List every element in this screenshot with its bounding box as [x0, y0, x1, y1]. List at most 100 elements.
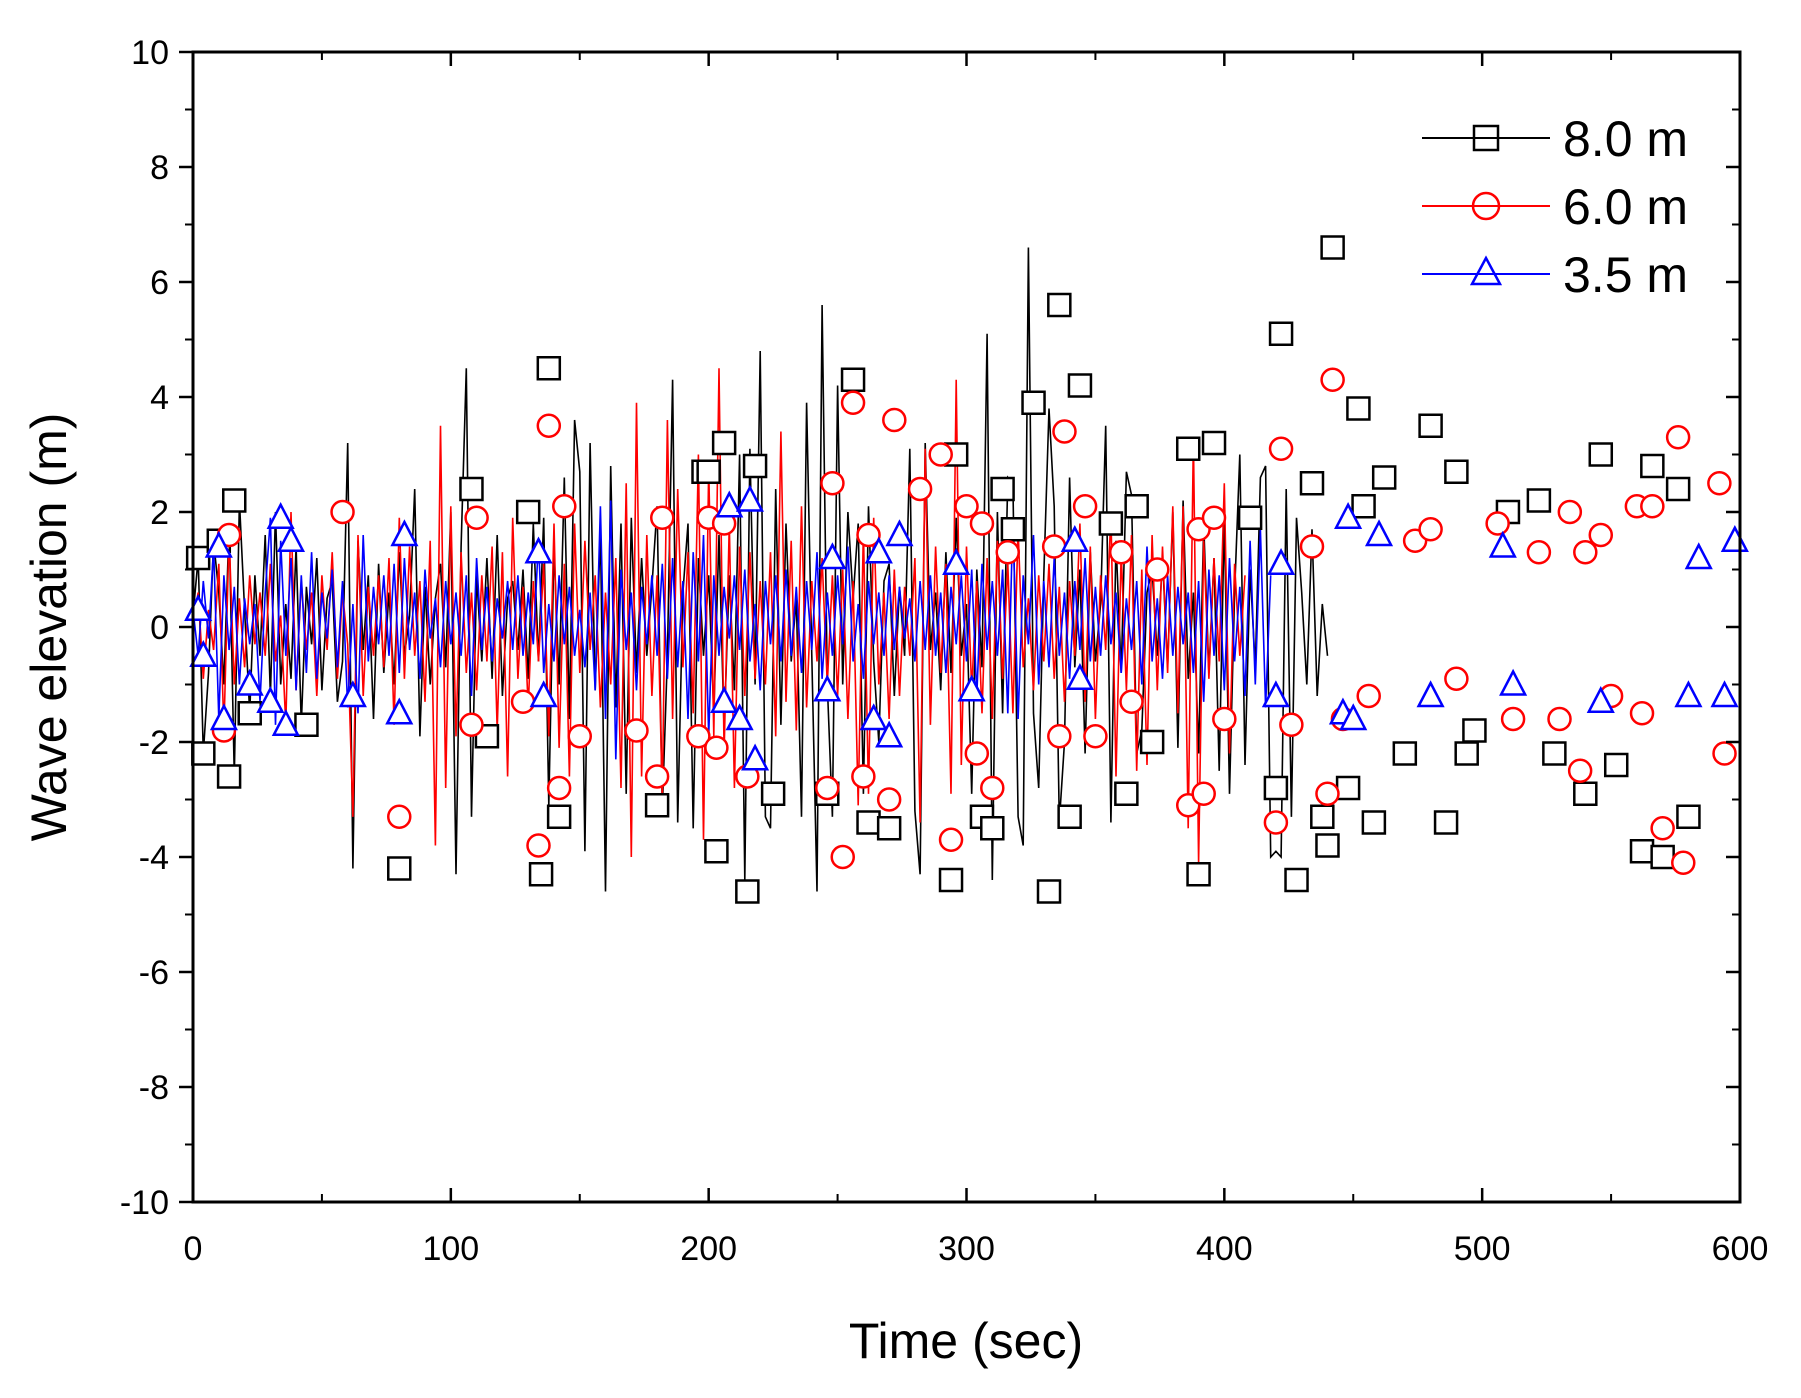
data-point-square: [1201, 430, 1227, 456]
data-point-circle: [980, 775, 1005, 801]
data-point-circle: [1083, 724, 1108, 749]
x-tick-label: 100: [422, 1230, 479, 1268]
data-point-square: [536, 356, 562, 381]
data-point-triangle: [859, 703, 888, 731]
legend-circle-marker: [1471, 191, 1501, 221]
data-point-square: [1139, 729, 1165, 755]
y-tick-label: 4: [150, 379, 169, 417]
data-point-circle: [1588, 522, 1614, 548]
data-point-triangle: [1416, 680, 1445, 708]
data-point-triangle: [209, 703, 239, 731]
legend-label-3-5m: 3.5 m: [1563, 247, 1688, 303]
data-point-square: [1310, 804, 1335, 829]
data-point-circle: [704, 735, 729, 760]
legend-label-8m: 8.0 m: [1563, 111, 1688, 167]
y-tick-label: 6: [150, 264, 169, 302]
data-point-circle: [907, 476, 933, 502]
data-point-circle: [1263, 810, 1289, 835]
data-point-circle: [1108, 540, 1134, 565]
x-tick-label: 200: [680, 1230, 737, 1268]
data-point-square: [696, 459, 721, 484]
data-point-square: [459, 476, 484, 502]
data-point-circle: [1041, 534, 1067, 559]
data-point-circle: [686, 724, 711, 749]
data-point-triangle: [524, 536, 553, 564]
data-point-circle: [1299, 534, 1325, 559]
legend-label-6m: 6.0 m: [1563, 179, 1688, 235]
x-tick-label: 400: [1196, 1230, 1253, 1268]
data-point-circle: [1047, 724, 1072, 749]
data-point-circle: [1557, 499, 1583, 525]
data-point-triangle: [1261, 680, 1290, 708]
marker-layer: [184, 235, 1749, 904]
data-point-circle: [624, 718, 649, 743]
data-point-circle: [1640, 494, 1665, 519]
data-point-circle: [851, 764, 876, 789]
data-point-triangle: [529, 680, 558, 708]
data-point-circle: [1356, 683, 1381, 709]
data-point-square: [876, 816, 902, 841]
data-point-square: [1433, 810, 1459, 835]
data-point-square: [1603, 752, 1629, 778]
data-point-square: [1284, 867, 1309, 893]
data-point-circle: [1485, 511, 1510, 536]
data-point-square: [1542, 741, 1567, 766]
data-point-triangle: [1060, 525, 1089, 552]
data-point-square: [1629, 839, 1655, 864]
data-point-square: [1114, 781, 1139, 806]
tick-layer: 0 100 200 300 400 500 600 -10 -8 -6 -4 -2 0 2 4 6 8 10: [120, 34, 1769, 1268]
data-point-circle: [882, 407, 907, 433]
data-point-square: [1315, 833, 1340, 858]
data-point-square: [1650, 844, 1675, 870]
data-point-circle: [954, 494, 979, 519]
data-point-circle: [1526, 540, 1552, 565]
data-point-circle: [1320, 367, 1345, 392]
data-point-square: [1371, 465, 1397, 490]
y-tick-label: -10: [120, 1184, 169, 1222]
data-point-square: [711, 430, 737, 456]
data-point-triangle: [942, 548, 971, 575]
data-point-triangle: [1710, 680, 1739, 708]
legend-square-marker: [1472, 124, 1500, 152]
y-tick-label: -6: [139, 954, 169, 992]
data-point-circle: [1315, 781, 1340, 806]
data-point-triangle: [276, 525, 306, 552]
series-line-3: [192, 500, 1272, 760]
data-point-square: [1454, 741, 1479, 766]
y-tick-label: 2: [150, 494, 169, 532]
legend: 8.0 m 6.0 m 3.5 m: [1422, 111, 1688, 303]
y-axis-title: Wave elevation (m): [21, 413, 77, 842]
data-point-square: [294, 712, 319, 737]
data-point-circle: [1052, 419, 1077, 444]
data-point-triangle: [875, 720, 904, 748]
data-point-square: [1335, 775, 1361, 801]
data-point-triangle: [256, 686, 285, 713]
data-point-square: [990, 476, 1015, 502]
y-tick-label: -2: [139, 724, 169, 762]
data-point-square: [760, 781, 786, 806]
data-point-circle: [1279, 712, 1304, 737]
data-point-triangle: [189, 640, 218, 667]
data-point-circle: [510, 689, 536, 714]
data-point-square: [1124, 494, 1149, 519]
data-point-circle: [1268, 436, 1294, 461]
data-point-triangle: [1684, 542, 1713, 570]
data-point-square: [387, 856, 412, 881]
data-point-triangle: [741, 743, 770, 771]
data-point-square: [528, 862, 554, 887]
data-point-square: [1098, 511, 1124, 536]
data-point-triangle: [1266, 548, 1296, 575]
data-point-triangle: [725, 703, 754, 731]
x-tick-label: 500: [1454, 1230, 1511, 1268]
data-point-square: [1665, 476, 1691, 502]
data-point-circle: [1191, 781, 1216, 806]
x-tick-label: 600: [1712, 1230, 1769, 1268]
data-point-square: [237, 701, 262, 726]
data-point-square: [1444, 459, 1469, 484]
data-point-circle: [1444, 666, 1469, 691]
data-point-circle: [650, 505, 675, 530]
data-point-square: [1320, 235, 1345, 260]
data-point-circle: [1665, 425, 1691, 450]
data-point-triangle: [710, 686, 739, 713]
data-point-square: [1237, 505, 1263, 530]
